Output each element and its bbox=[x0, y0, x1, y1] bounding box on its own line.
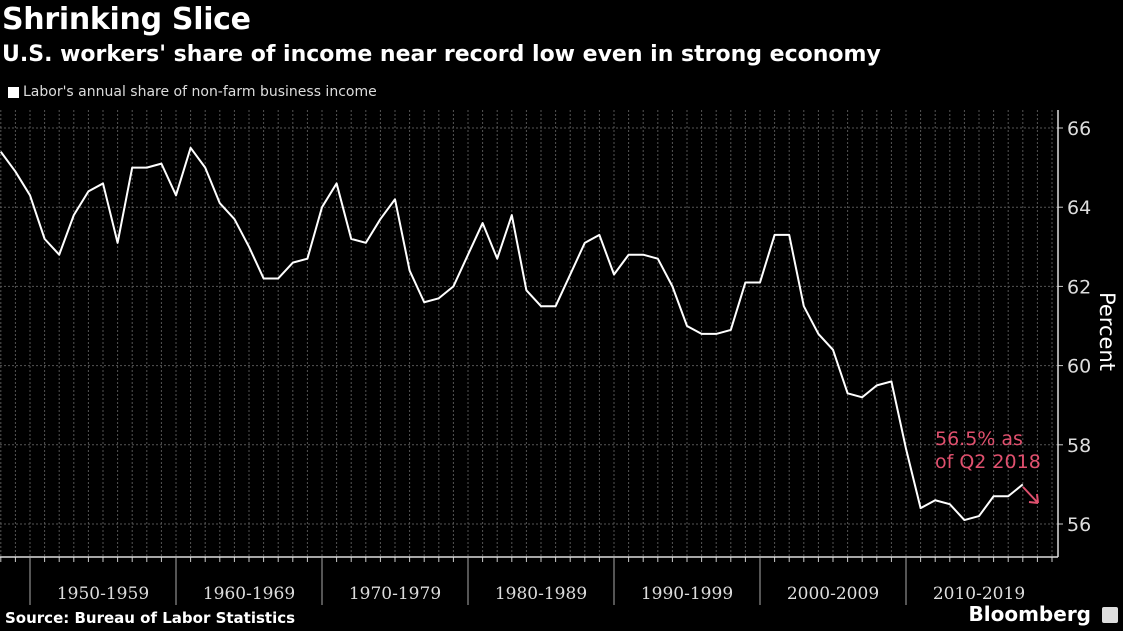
y-tick-label: 62 bbox=[1067, 276, 1091, 298]
chart-icon bbox=[1102, 607, 1118, 623]
bloomberg-logo: Bloomberg bbox=[968, 602, 1091, 626]
x-tick-label: 2010-2019 bbox=[933, 584, 1025, 604]
x-tick-label: 1980-1989 bbox=[495, 584, 587, 604]
legend-label: Labor's annual share of non-farm busines… bbox=[23, 84, 377, 100]
y-tick-label: 58 bbox=[1067, 435, 1091, 457]
legend-swatch bbox=[8, 86, 19, 98]
annotation-text-line1: 56.5% as bbox=[935, 428, 1023, 450]
annotation-text-line2: of Q2 2018 bbox=[935, 451, 1041, 473]
y-tick-label: 64 bbox=[1067, 197, 1091, 219]
x-tick-label: 1970-1979 bbox=[349, 584, 441, 604]
y-tick-label: 60 bbox=[1067, 356, 1091, 378]
y-tick-label: 56 bbox=[1067, 514, 1091, 536]
x-tick-label: 2000-2009 bbox=[787, 584, 879, 604]
chart-subtitle: U.S. workers' share of income near recor… bbox=[2, 42, 881, 67]
annotation-arrow-icon bbox=[1022, 486, 1039, 504]
source-note: Source: Bureau of Labor Statistics bbox=[5, 609, 296, 627]
x-tick-label: 1950-1959 bbox=[57, 584, 149, 604]
y-axis-label: Percent bbox=[1095, 292, 1119, 371]
chart-title: Shrinking Slice bbox=[2, 2, 251, 37]
x-tick-label: 1960-1969 bbox=[203, 584, 295, 604]
legend: Labor's annual share of non-farm busines… bbox=[8, 84, 377, 100]
x-tick-label: 1990-1999 bbox=[641, 584, 733, 604]
y-tick-label: 66 bbox=[1067, 118, 1091, 140]
